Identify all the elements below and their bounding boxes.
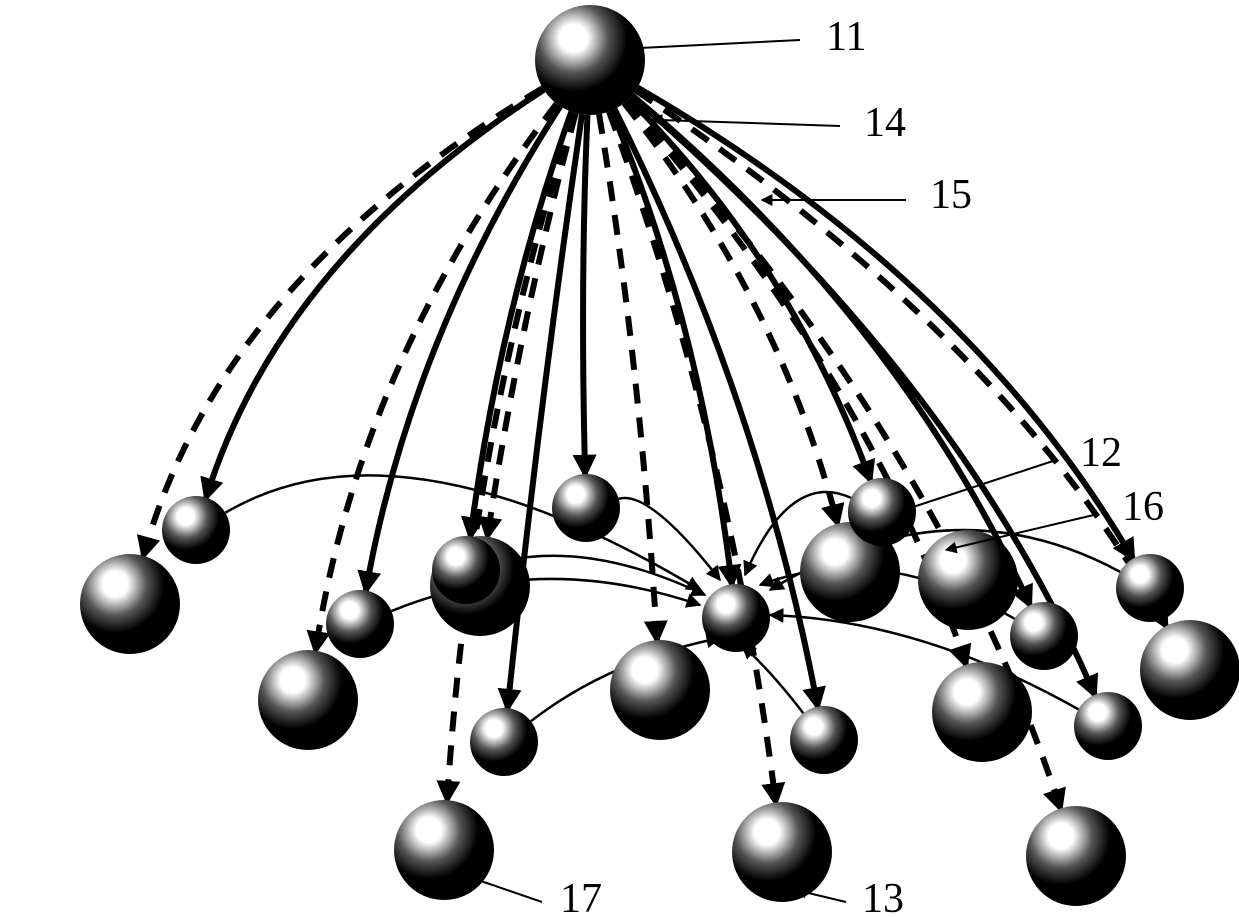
mid-node (702, 584, 770, 652)
dashed-edge (626, 101, 966, 664)
leaf-node (394, 800, 494, 900)
mid-node (470, 708, 538, 776)
mid-node (790, 706, 858, 774)
solid-edge (508, 114, 582, 708)
label-leader-line (640, 40, 800, 48)
reference-label: 16 (1122, 484, 1164, 530)
solid-edge (206, 90, 544, 498)
root-node (535, 5, 645, 115)
leaf-nodes-layer (80, 522, 1239, 906)
mid-node (162, 496, 230, 564)
leaf-node (610, 640, 710, 740)
mid-node (1010, 602, 1078, 670)
leaf-node (732, 802, 832, 902)
mid-node (552, 474, 620, 542)
root-node-layer (535, 5, 645, 115)
label-leader-line (660, 120, 840, 126)
label-leader-line (478, 880, 542, 902)
mid-node (326, 590, 394, 658)
leaf-node (932, 662, 1032, 762)
leaf-node (80, 554, 180, 654)
reference-label: 11 (826, 14, 866, 60)
solid-edge (611, 111, 731, 585)
leaf-node (1140, 620, 1239, 720)
solid-edge (583, 115, 587, 474)
reference-label: 12 (1080, 430, 1122, 476)
reference-label: 15 (930, 172, 972, 218)
reference-label: 14 (864, 100, 906, 146)
reference-label: 17 (560, 876, 602, 917)
network-diagram: 11 14 15 1216 17 13 (0, 0, 1239, 917)
mid-node (1116, 554, 1184, 622)
label-leader-line (804, 892, 846, 902)
mid-node (1074, 692, 1142, 760)
peer-edge (742, 645, 803, 713)
reference-label: 13 (862, 876, 904, 917)
leaf-node (1026, 806, 1126, 906)
label-leader-line (910, 460, 1056, 508)
mid-node (432, 536, 500, 604)
leaf-node (258, 650, 358, 750)
mid-node (848, 478, 916, 546)
